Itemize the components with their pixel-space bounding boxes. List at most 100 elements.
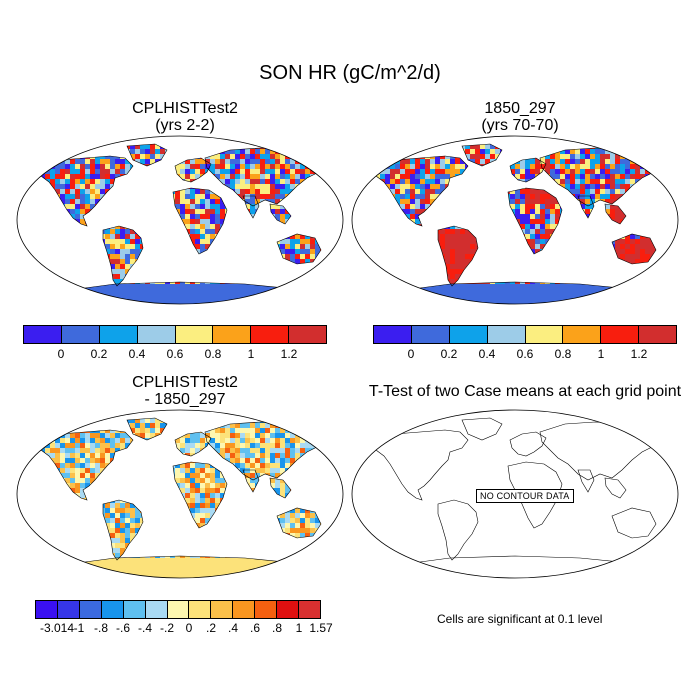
panel-3-title-line1: CPLHISTTest2: [132, 374, 238, 391]
colorbar-panel-1-swatch: [24, 326, 62, 343]
colorbar-panel-3-swatch: [167, 601, 190, 618]
colorbar-panel-2-tick-label: 0.2: [440, 347, 458, 361]
colorbar-panel-1-swatch: [61, 326, 100, 343]
colorbar-panel-3-ticks: -3.014 -1 -.8 -.6 -.4 -.2 0 .2 .4 .6 .8 1 1.57: [35, 621, 333, 637]
coastline-europe: [509, 157, 547, 183]
panel-2-title-line1: 1850_297: [484, 100, 556, 117]
colorbar-panel-1-tick-label: 0.8: [204, 347, 222, 361]
map-panel-2: [351, 135, 679, 305]
no-contour-label: NO CONTOUR DATA: [476, 489, 574, 503]
figure-title: SON HR (gC/m^2/d): [259, 62, 441, 84]
colorbar-panel-3-swatch: [233, 601, 256, 618]
colorbar-panel-3-swatch: [211, 601, 234, 618]
colorbar-panel-1-tick-label: 1: [247, 347, 255, 361]
colorbar-panel-2-tick-label: 0.4: [478, 347, 496, 361]
colorbar-panel-1-swatch: [99, 326, 138, 343]
coastline-australia: [276, 233, 322, 265]
colorbar-panel-3-swatch: [299, 601, 320, 618]
colorbar-panel-2-swatch: [449, 326, 488, 343]
coastline-greenland: [126, 417, 168, 441]
panel-3-title: CPLHISTTest2 - 1850_297: [15, 374, 355, 408]
colorbar-panel-3-tick-label: 1.57: [309, 621, 333, 635]
panel-2-title-line2: (yrs 70-70): [481, 117, 559, 134]
colorbar-panel-3-tick-label: -.4: [137, 621, 153, 635]
panel-1-title-line1: CPLHISTTest2: [132, 100, 238, 117]
coastline-se-asia: [604, 203, 627, 225]
colorbar-panel-2-swatch: [639, 326, 676, 343]
coastline-africa: [507, 187, 563, 255]
colorbar-panel-1-tick-label: 1.2: [280, 347, 298, 361]
colorbar-panel-2-tick-label: 0.8: [554, 347, 572, 361]
colorbar-panel-3-swatch: [123, 601, 146, 618]
colorbar-panel-3-swatch: [79, 601, 102, 618]
colorbar-panel-3-tick-label: 0: [185, 621, 193, 635]
colorbar-panel-2-swatch: [487, 326, 526, 343]
coastline-greenland: [461, 417, 503, 441]
colorbar-panel-1-swatch: [137, 326, 176, 343]
colorbar-panel-3-swatch: [101, 601, 124, 618]
coastline-greenland: [461, 143, 503, 167]
coastline-se-asia: [604, 477, 627, 499]
colorbar-panel-1-tick-label: 0: [57, 347, 65, 361]
colorbar-panel-1-swatch: [213, 326, 252, 343]
colorbar-panel-1-tick-label: 0.6: [166, 347, 184, 361]
colorbar-panel-1-swatch: [289, 326, 326, 343]
colorbar-panel-3-tick-label: -1: [73, 621, 85, 635]
colorbar-panel-3-tick-label: .8: [271, 621, 283, 635]
colorbar-panel-3-tick-label: 1: [295, 621, 303, 635]
coastline-india: [577, 469, 595, 493]
colorbar-panel-3-tick-label: -.2: [159, 621, 175, 635]
coastline-south-america: [437, 499, 479, 561]
coastline-south-america: [102, 499, 144, 561]
coastline-se-asia: [269, 477, 292, 499]
colorbar-panel-3-tick-label: .2: [205, 621, 217, 635]
colorbar-panel-3-tick-label: .6: [249, 621, 261, 635]
colorbar-panel-3-swatch: [189, 601, 212, 618]
colorbar-panel-3-tick-label: -3.014: [39, 621, 75, 635]
colorbar-panel-3-swatch: [57, 601, 80, 618]
coastline-north-america: [34, 155, 134, 227]
coastline-greenland: [126, 143, 168, 167]
coastline-india: [242, 469, 260, 493]
coastline-antarctica: [44, 281, 316, 304]
significance-note: Cells are significant at 0.1 level: [437, 612, 603, 626]
coastline-south-america: [437, 225, 479, 287]
colorbar-panel-3-swatch: [277, 601, 300, 618]
colorbar-panel-1-tick-label: 0.2: [90, 347, 108, 361]
coastline-se-asia: [269, 203, 292, 225]
colorbar-panel-2-swatch: [525, 326, 564, 343]
colorbar-panel-3: [35, 600, 321, 619]
colorbar-panel-2-swatch: [563, 326, 602, 343]
colorbar-panel-3-swatch: [145, 601, 168, 618]
colorbar-panel-3-tick-label: .4: [227, 621, 239, 635]
panel-1-title-line2: (yrs 2-2): [155, 117, 215, 134]
coastline-antarctica: [44, 555, 316, 578]
colorbar-panel-2-ticks: 0 0.2 0.4 0.6 0.8 1 1.2: [373, 347, 677, 363]
coastline-australia: [611, 507, 657, 539]
colorbar-panel-3-tick-label: -.6: [115, 621, 131, 635]
coastline-antarctica: [379, 281, 651, 304]
colorbar-panel-2-tick-label: 0: [407, 347, 415, 361]
colorbar-panel-1: [23, 325, 327, 344]
colorbar-panel-2-swatch: [374, 326, 412, 343]
colorbar-panel-1-tick-label: 0.4: [128, 347, 146, 361]
coastline-north-america: [369, 429, 469, 501]
colorbar-panel-2-tick-label: 0.6: [516, 347, 534, 361]
coastline-india: [242, 195, 260, 219]
panel-2-title: 1850_297 (yrs 70-70): [350, 100, 690, 134]
colorbar-panel-3-tick-label: -.8: [93, 621, 109, 635]
map-panel-3: [16, 409, 344, 579]
colorbar-panel-1-ticks: 0 0.2 0.4 0.6 0.8 1 1.2: [23, 347, 327, 363]
coastline-north-america: [34, 429, 134, 501]
colorbar-panel-2: [373, 325, 677, 344]
colorbar-panel-3-swatch: [255, 601, 278, 618]
colorbar-panel-2-tick-label: 1.2: [630, 347, 648, 361]
coastline-south-america: [102, 225, 144, 287]
colorbar-panel-2-tick-label: 1: [597, 347, 605, 361]
panel-1-title: CPLHISTTest2 (yrs 2-2): [15, 100, 355, 134]
coastline-africa: [172, 187, 228, 255]
colorbar-panel-1-swatch: [175, 326, 214, 343]
colorbar-panel-1-swatch: [251, 326, 290, 343]
panel-4-title: T-Test of two Case means at each grid po…: [340, 383, 700, 400]
coastline-antarctica: [379, 555, 651, 578]
